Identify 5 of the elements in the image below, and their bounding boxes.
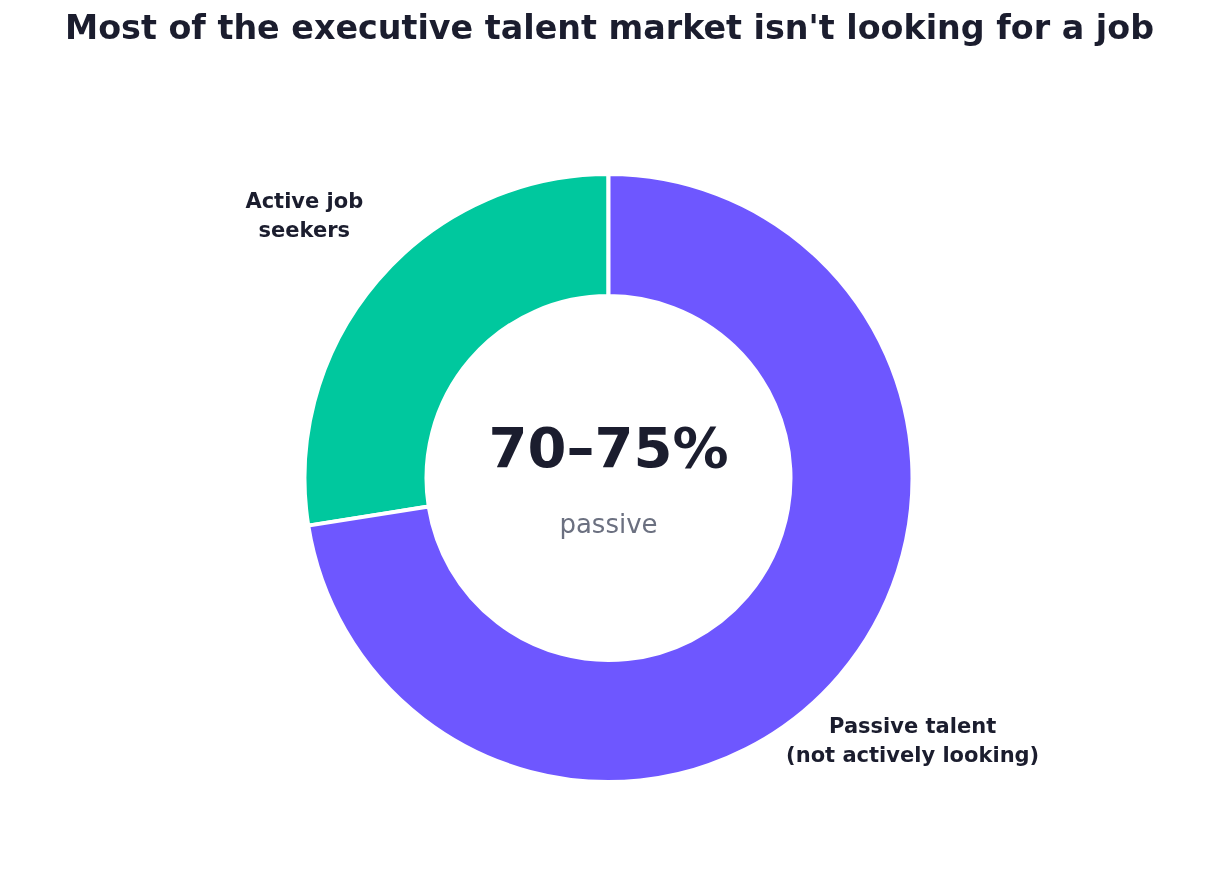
chart-title: Most of the executive talent market isn't looking for a job: [65, 7, 1154, 47]
slice-label: Passive talent (not actively looking): [786, 714, 1040, 768]
text: 70–75%: [488, 415, 729, 481]
slice-label: Active job seekers: [245, 189, 364, 242]
text: passive: [559, 508, 658, 539]
